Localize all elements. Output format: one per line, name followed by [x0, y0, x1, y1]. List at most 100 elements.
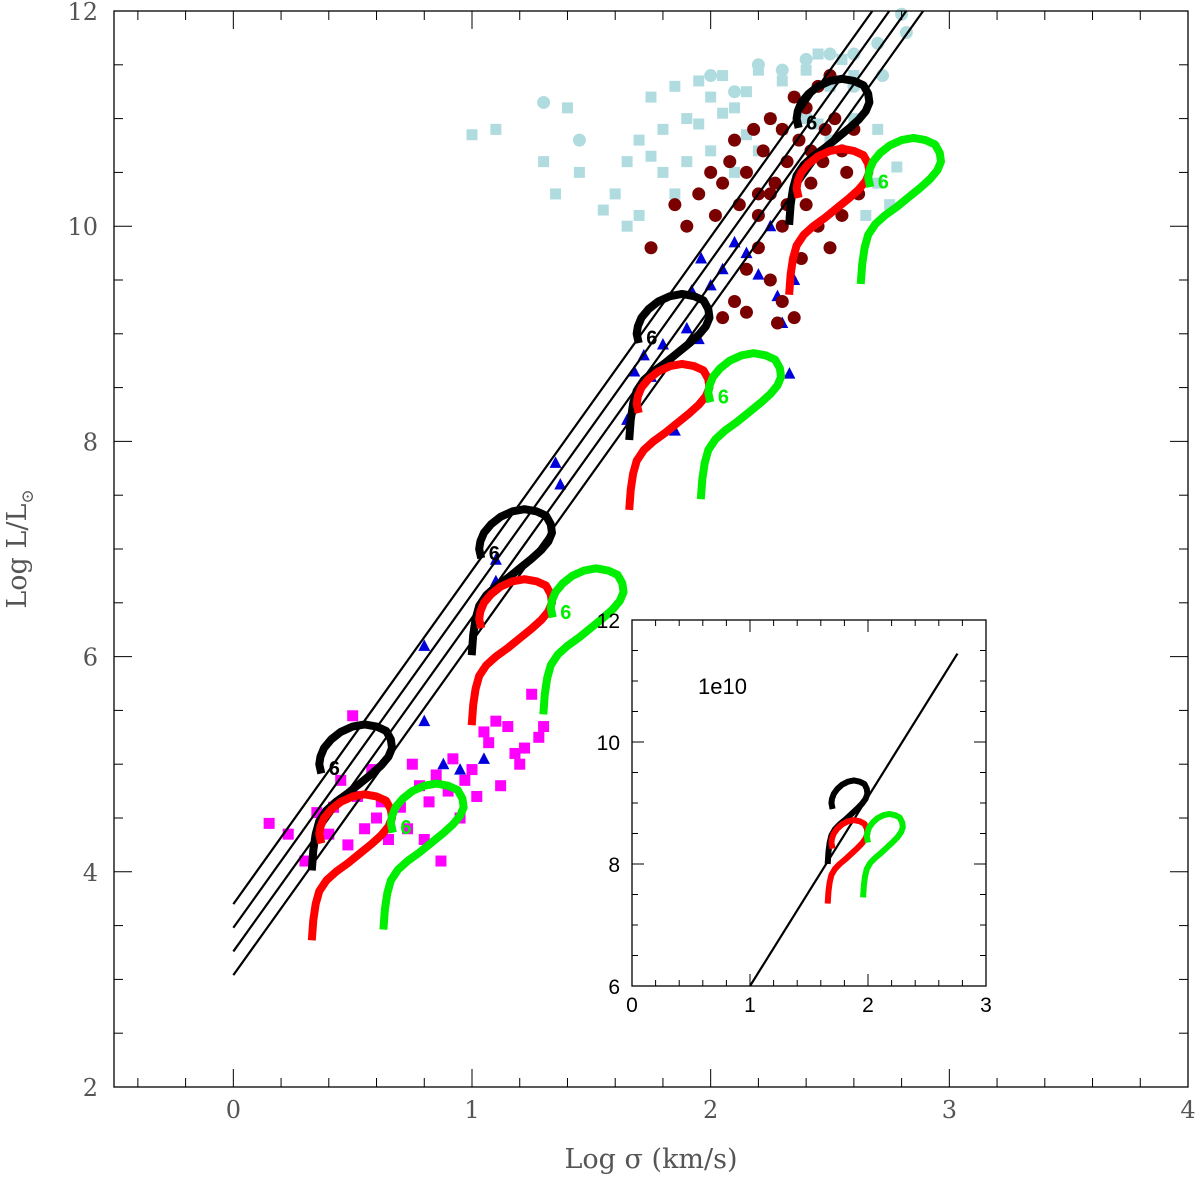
data-point-square [435, 855, 447, 867]
data-point-square [495, 780, 507, 792]
inset-background [632, 620, 986, 986]
data-point-circle [799, 52, 813, 66]
data-point-triangle [680, 321, 693, 334]
data-point-square [282, 828, 294, 840]
data-point-triangle [554, 477, 567, 490]
data-point-circle [668, 198, 682, 212]
data-point-square [478, 726, 490, 738]
inset-annotation: 1e10 [698, 674, 747, 699]
data-point-square [681, 113, 693, 125]
data-point-square [533, 731, 545, 743]
data-point-square [729, 166, 741, 178]
data-point-square [621, 220, 633, 232]
data-point-triangle [728, 235, 741, 248]
data-point-square [299, 855, 311, 867]
data-point-square [597, 204, 609, 216]
data-point-circle [728, 133, 742, 147]
reference-line-1 [232, 10, 891, 929]
data-point-circle [739, 305, 753, 319]
data-point-circle [763, 112, 777, 126]
main-data-layer: 6 6 6 6 6 6 6 6 [232, 7, 945, 976]
data-point-square [526, 688, 538, 700]
y-tick-label: 10 [67, 213, 98, 241]
track-label-5: 6 [560, 602, 571, 624]
data-point-square [776, 75, 788, 87]
data-point-circle [775, 295, 789, 309]
data-point-square [509, 747, 521, 759]
data-point-square [447, 753, 459, 765]
x-tick-label: 1 [464, 1096, 479, 1124]
x-tick-label: 3 [942, 1096, 957, 1124]
data-point-circle [680, 219, 694, 233]
reference-line-0 [232, 10, 874, 905]
data-point-circle [823, 47, 837, 61]
data-point-circle [747, 122, 761, 136]
data-point-triangle [752, 268, 765, 280]
data-point-square [836, 53, 848, 65]
data-point-circle [775, 63, 789, 77]
data-point-square [263, 817, 275, 829]
data-point-square [884, 199, 896, 211]
inset-y-tick-label: 12 [597, 610, 620, 633]
data-point-square [740, 86, 752, 98]
data-point-square [693, 75, 705, 87]
inset-x-tick-label: 2 [862, 994, 874, 1017]
track-label-11: 6 [878, 172, 889, 194]
y-tick-label: 8 [83, 428, 98, 456]
data-point-circle [768, 176, 782, 190]
data-point-square [402, 823, 414, 835]
data-point-circle [835, 208, 849, 222]
data-point-triangle [477, 752, 490, 764]
data-point-square [418, 834, 430, 846]
data-point-square [848, 70, 860, 82]
data-point-triangle [549, 456, 562, 468]
data-point-triangle [418, 714, 431, 727]
x-tick-label: 2 [703, 1096, 718, 1124]
data-point-square [406, 758, 418, 770]
data-point-square [693, 118, 705, 130]
svg-text:Log L/L⊙: Log L/L⊙ [2, 489, 38, 608]
data-point-square [633, 209, 645, 221]
data-point-square [347, 710, 359, 722]
data-point-triangle [628, 364, 641, 377]
y-tick-label: 2 [83, 1074, 98, 1102]
main-axis-ticks [114, 10, 1189, 1087]
data-point-square [717, 107, 729, 119]
data-point-square [323, 828, 335, 840]
data-point-circle [756, 144, 770, 158]
data-point-circle [704, 69, 718, 83]
data-point-square [645, 91, 657, 103]
track-10 [785, 144, 874, 296]
data-point-square [669, 188, 681, 200]
x-axis-title: Log σ (km/s) [564, 1144, 737, 1175]
data-point-square [717, 70, 729, 82]
inset-y-tick-label: 8 [608, 854, 620, 877]
data-point-square [705, 145, 717, 157]
x-tick-label: 4 [1180, 1096, 1195, 1124]
series-square-0 [263, 688, 550, 867]
data-point-square [740, 129, 752, 141]
data-point-circle [723, 155, 737, 169]
track-2 [379, 779, 468, 930]
data-point-circle [818, 122, 832, 136]
data-point-square [561, 102, 573, 114]
data-point-square [371, 812, 383, 824]
data-point-square [872, 123, 884, 135]
track-5 [539, 564, 628, 715]
data-point-square [519, 742, 531, 754]
data-point-square [800, 113, 812, 125]
inset-x-tick-labels: 0 1 2 3 [626, 994, 992, 1017]
data-point-square [466, 764, 478, 776]
data-point-square [891, 161, 903, 173]
data-point-circle [840, 165, 854, 179]
data-point-circle [704, 165, 718, 179]
track-label-2: 6 [400, 817, 411, 839]
data-point-circle [708, 208, 722, 222]
data-point-square [442, 785, 454, 797]
data-point-square [872, 177, 884, 189]
data-point-circle [739, 165, 753, 179]
data-point-circle [716, 176, 730, 190]
track-4 [467, 575, 556, 726]
